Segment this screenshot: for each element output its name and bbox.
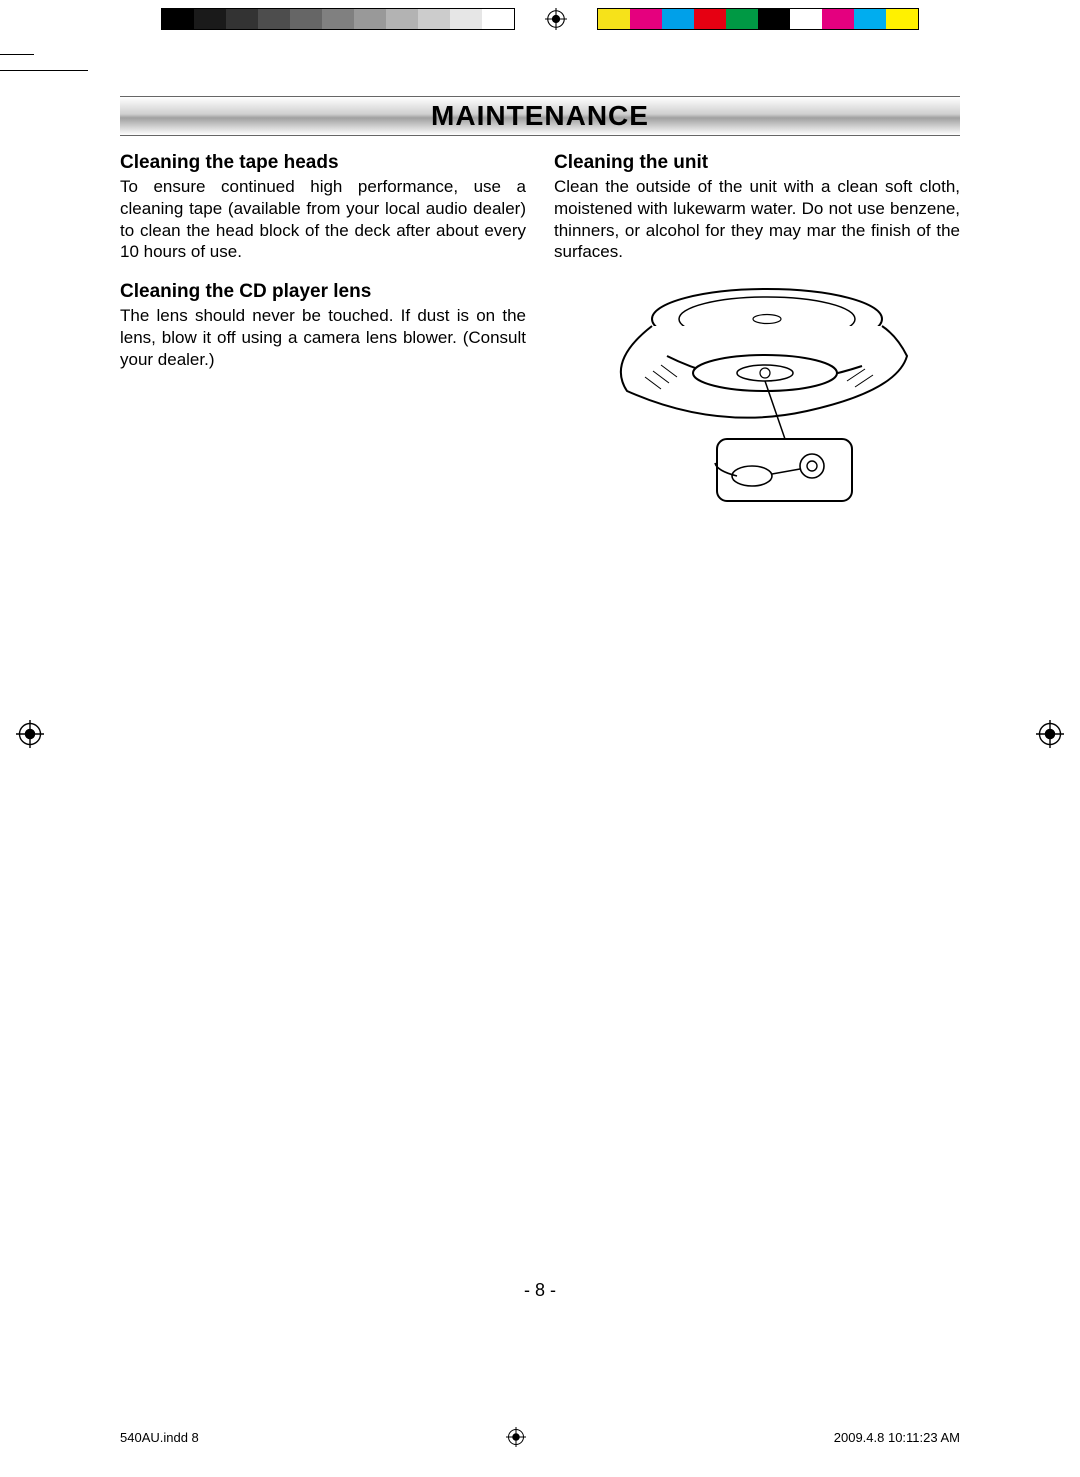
swatch	[450, 9, 482, 29]
registration-mark-icon	[545, 8, 567, 30]
swatch	[662, 9, 694, 29]
swatch	[854, 9, 886, 29]
swatch	[822, 9, 854, 29]
swatch	[418, 9, 450, 29]
section-title: MAINTENANCE	[431, 100, 649, 131]
footer: 540AU.indd 8 2009.4.8 10:11:23 AM	[120, 1427, 960, 1447]
block-tape-heads: Cleaning the tape heads To ensure contin…	[120, 152, 526, 263]
block-body: Clean the outside of the unit with a cle…	[554, 176, 960, 263]
crop-mark	[0, 70, 88, 71]
swatch	[290, 9, 322, 29]
two-column-layout: Cleaning the tape heads To ensure contin…	[120, 152, 960, 516]
registration-mark-icon	[506, 1427, 526, 1447]
block-title: Cleaning the tape heads	[120, 152, 526, 174]
greyscale-swatches	[161, 8, 515, 30]
swatch	[598, 9, 630, 29]
swatch	[790, 9, 822, 29]
footer-timestamp: 2009.4.8 10:11:23 AM	[834, 1430, 960, 1445]
swatch	[386, 9, 418, 29]
block-cleaning-unit: Cleaning the unit Clean the outside of t…	[554, 152, 960, 263]
swatch	[258, 9, 290, 29]
section-header: MAINTENANCE	[120, 96, 960, 136]
swatch	[694, 9, 726, 29]
swatch	[726, 9, 758, 29]
swatch	[886, 9, 918, 29]
printer-calibration-bar	[161, 8, 919, 30]
block-body: To ensure continued high performance, us…	[120, 176, 526, 263]
block-body: The lens should never be touched. If dus…	[120, 305, 526, 370]
swatch	[354, 9, 386, 29]
registration-mark-icon	[1036, 720, 1064, 748]
page-number: - 8 -	[0, 1280, 1080, 1301]
block-title: Cleaning the CD player lens	[120, 281, 526, 303]
block-title: Cleaning the unit	[554, 152, 960, 174]
footer-file-info: 540AU.indd 8	[120, 1430, 199, 1445]
swatch	[758, 9, 790, 29]
block-cd-lens: Cleaning the CD player lens The lens sho…	[120, 281, 526, 370]
swatch	[322, 9, 354, 29]
cd-lens-illustration	[554, 281, 960, 516]
crop-mark	[0, 54, 34, 55]
swatch	[162, 9, 194, 29]
left-column: Cleaning the tape heads To ensure contin…	[120, 152, 526, 516]
swatch	[226, 9, 258, 29]
registration-mark-icon	[16, 720, 44, 748]
swatch	[630, 9, 662, 29]
right-column: Cleaning the unit Clean the outside of t…	[554, 152, 960, 516]
swatch	[482, 9, 514, 29]
page-content: MAINTENANCE Cleaning the tape heads To e…	[120, 96, 960, 516]
swatch	[194, 9, 226, 29]
color-swatches	[597, 8, 919, 30]
